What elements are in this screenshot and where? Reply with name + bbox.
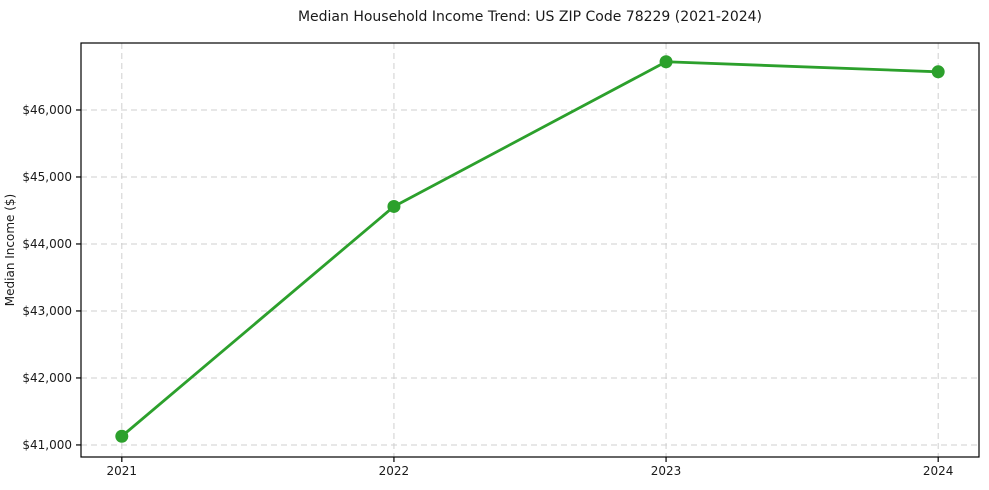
y-tick-label: $46,000	[22, 103, 72, 117]
y-axis-label: Median Income ($)	[3, 194, 17, 306]
x-axis: 2021 2022 2023 2024	[107, 457, 954, 478]
y-axis: $41,000 $42,000 $43,000 $44,000 $45,000 $46,0…	[22, 103, 81, 452]
chart-title: Median Household Income Trend: US ZIP Co…	[298, 9, 762, 25]
y-tick-label: $44,000	[22, 237, 72, 251]
trend-line-layer	[115, 55, 945, 443]
data-point-marker	[659, 55, 673, 69]
data-point-marker	[931, 65, 945, 79]
gridlines	[81, 43, 979, 457]
x-tick-label: 2021	[107, 464, 138, 478]
x-tick-label: 2024	[923, 464, 954, 478]
data-point-marker	[115, 429, 129, 443]
plot-area	[81, 43, 979, 457]
plot-border	[80, 42, 980, 458]
x-tick-label: 2022	[379, 464, 410, 478]
data-point-marker	[387, 199, 401, 213]
y-tick-label: $45,000	[22, 170, 72, 184]
y-tick-label: $41,000	[22, 438, 72, 452]
trend-line	[120, 60, 940, 438]
y-tick-label: $43,000	[22, 304, 72, 318]
x-tick-label: 2023	[651, 464, 682, 478]
y-tick-label: $42,000	[22, 371, 72, 385]
